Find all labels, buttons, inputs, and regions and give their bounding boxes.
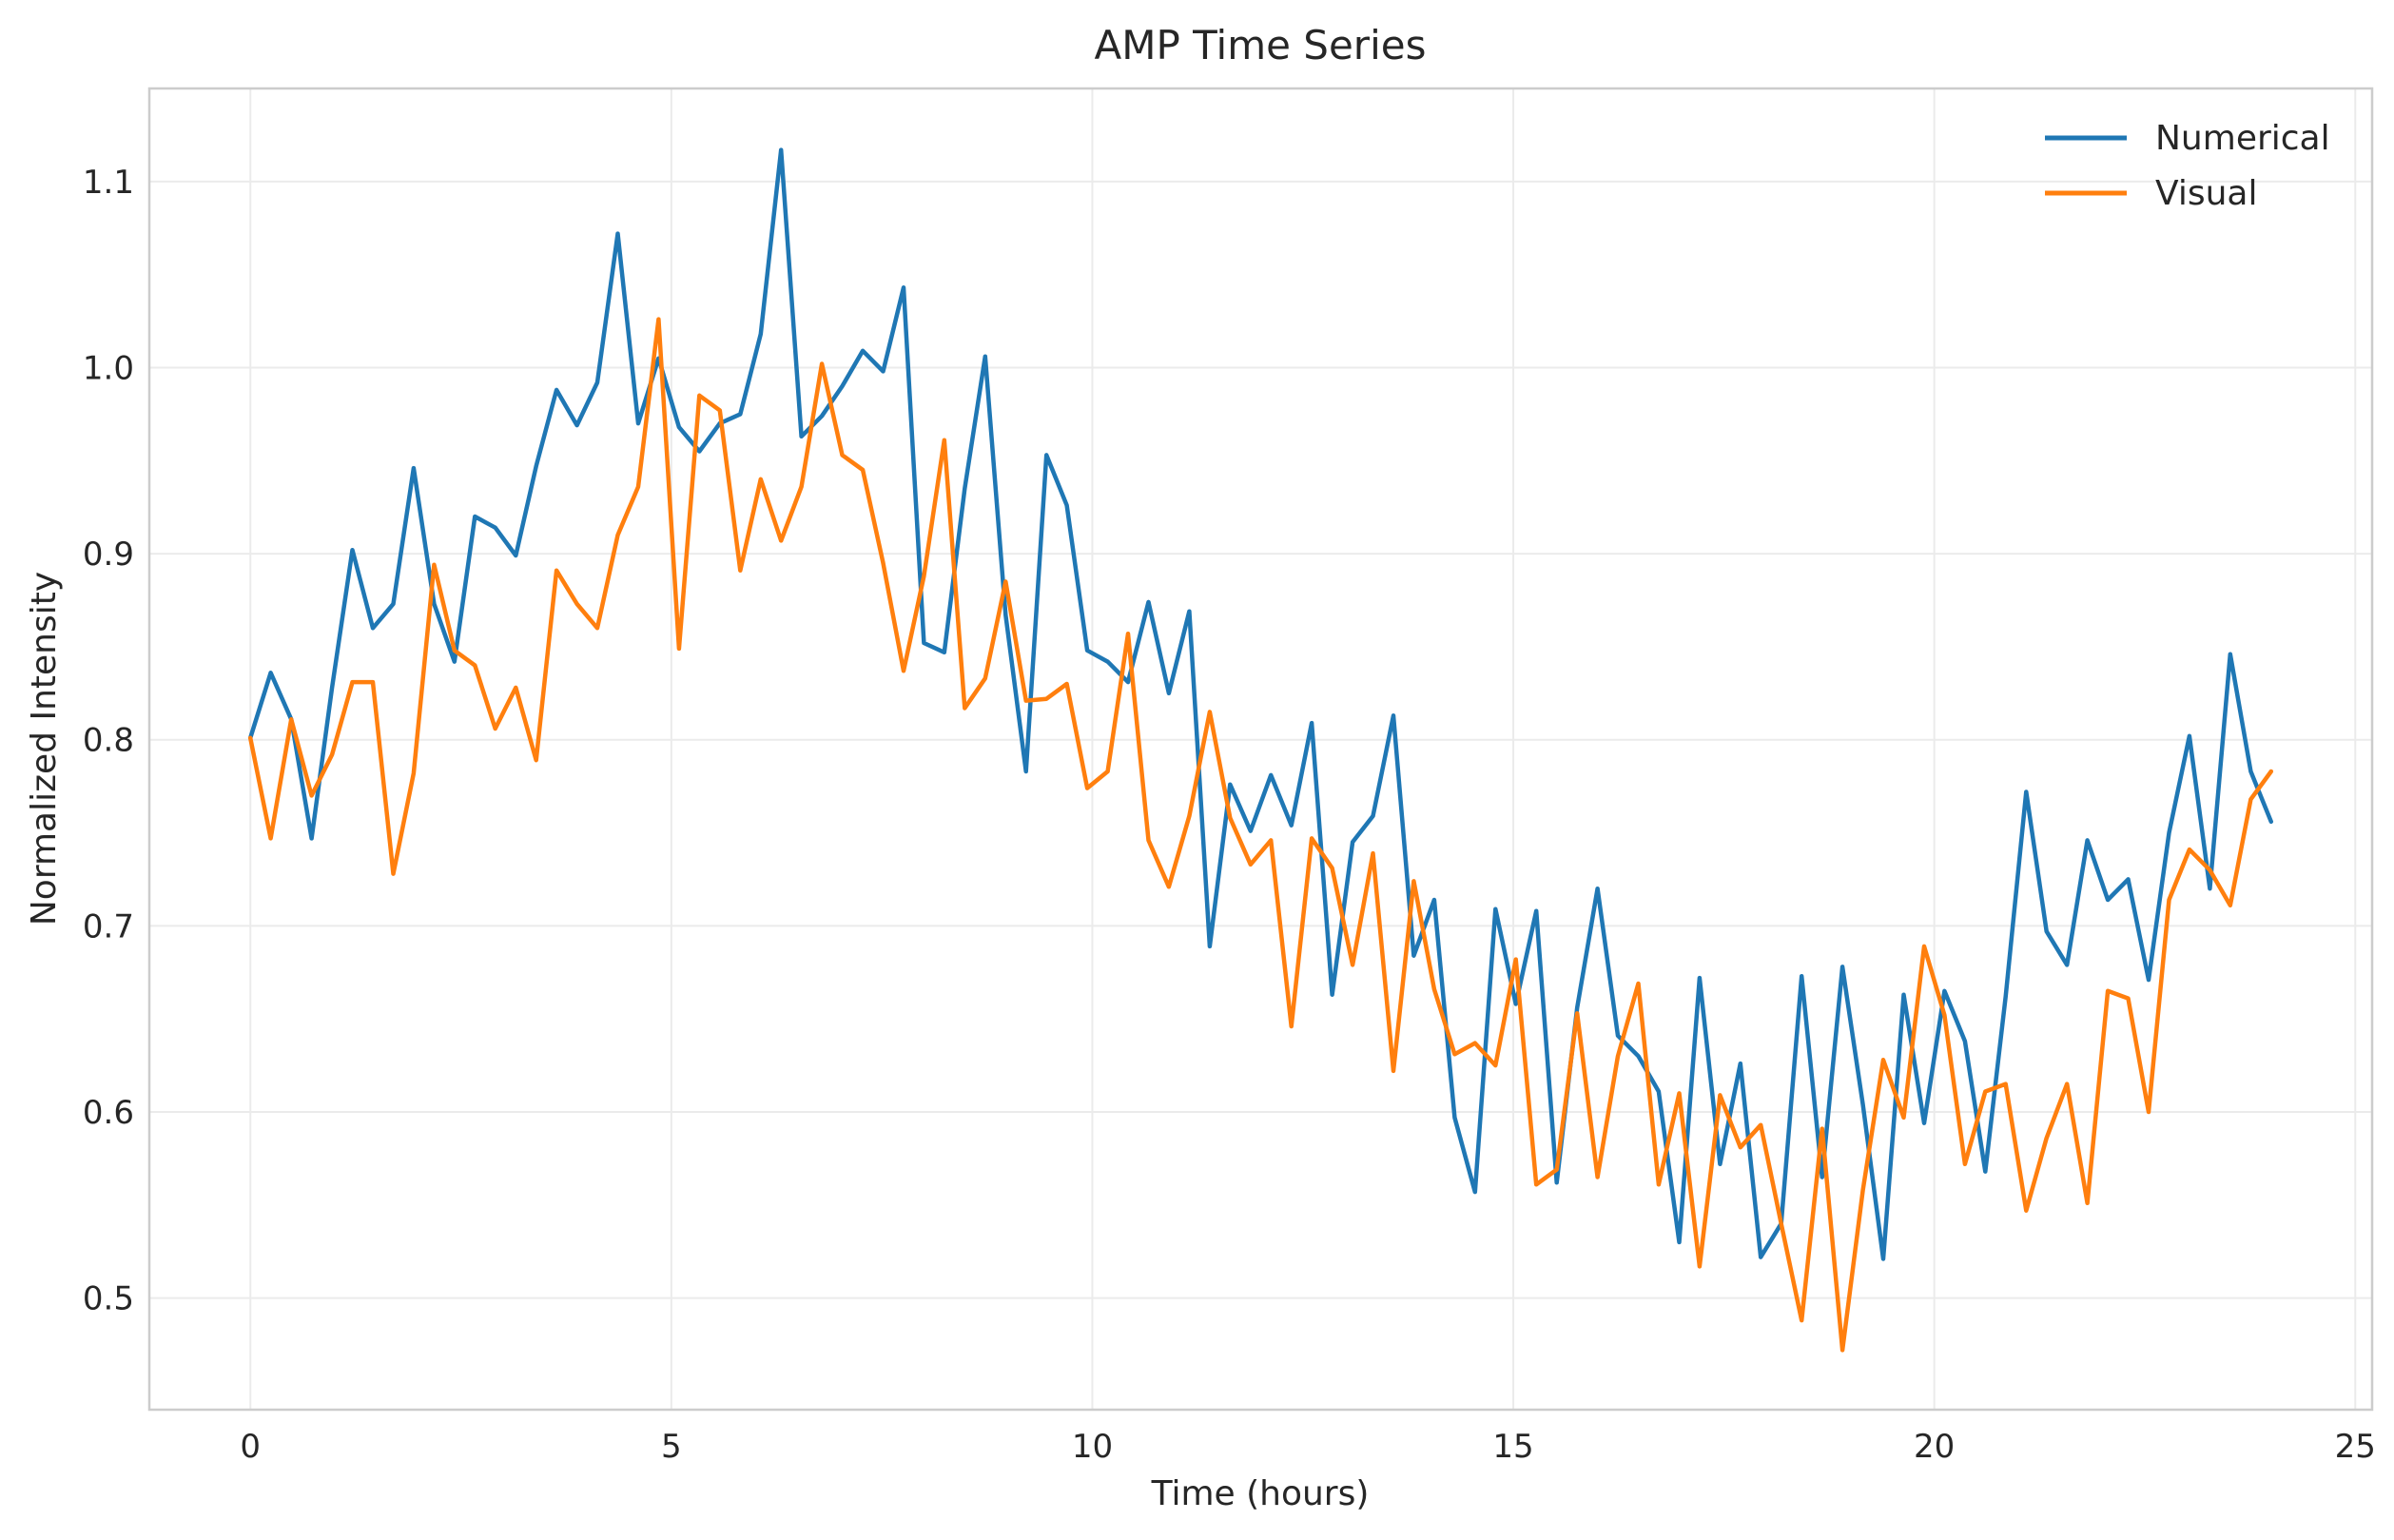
y-tick-label: 0.5 (83, 1280, 134, 1318)
legend-label-visual: Visual (2155, 174, 2257, 213)
x-tick-label: 5 (661, 1428, 682, 1466)
series-line-numerical (247, 147, 2274, 1261)
y-tick-label: 1.0 (83, 349, 134, 387)
y-axis-label: Normalized Intensity (25, 572, 64, 926)
x-tick-label: 0 (240, 1428, 261, 1466)
axis-ticks: 0 5 10 15 20 25 0.5 0.6 0.7 0.8 0.9 1.0 1.1 (83, 164, 2376, 1466)
y-tick-label: 1.1 (83, 164, 134, 202)
series-lines (247, 147, 2274, 1353)
y-tick-label: 0.7 (83, 907, 134, 945)
grid-lines (149, 88, 2372, 1410)
x-tick-label: 15 (1492, 1428, 1533, 1466)
y-tick-label: 0.8 (83, 722, 134, 760)
chart-legend: Numerical Visual (2045, 119, 2330, 213)
x-axis-label: Time (hours) (1151, 1474, 1370, 1513)
x-tick-label: 20 (1914, 1428, 1955, 1466)
y-tick-label: 0.9 (83, 536, 134, 574)
plot-area-frame (147, 87, 2374, 1412)
x-tick-label: 10 (1072, 1428, 1113, 1466)
x-tick-label: 25 (2335, 1428, 2376, 1466)
chart-title: AMP Time Series (1095, 22, 1427, 68)
y-tick-label: 0.6 (83, 1094, 134, 1132)
legend-label-numerical: Numerical (2155, 119, 2330, 158)
series-line-visual (247, 317, 2274, 1353)
